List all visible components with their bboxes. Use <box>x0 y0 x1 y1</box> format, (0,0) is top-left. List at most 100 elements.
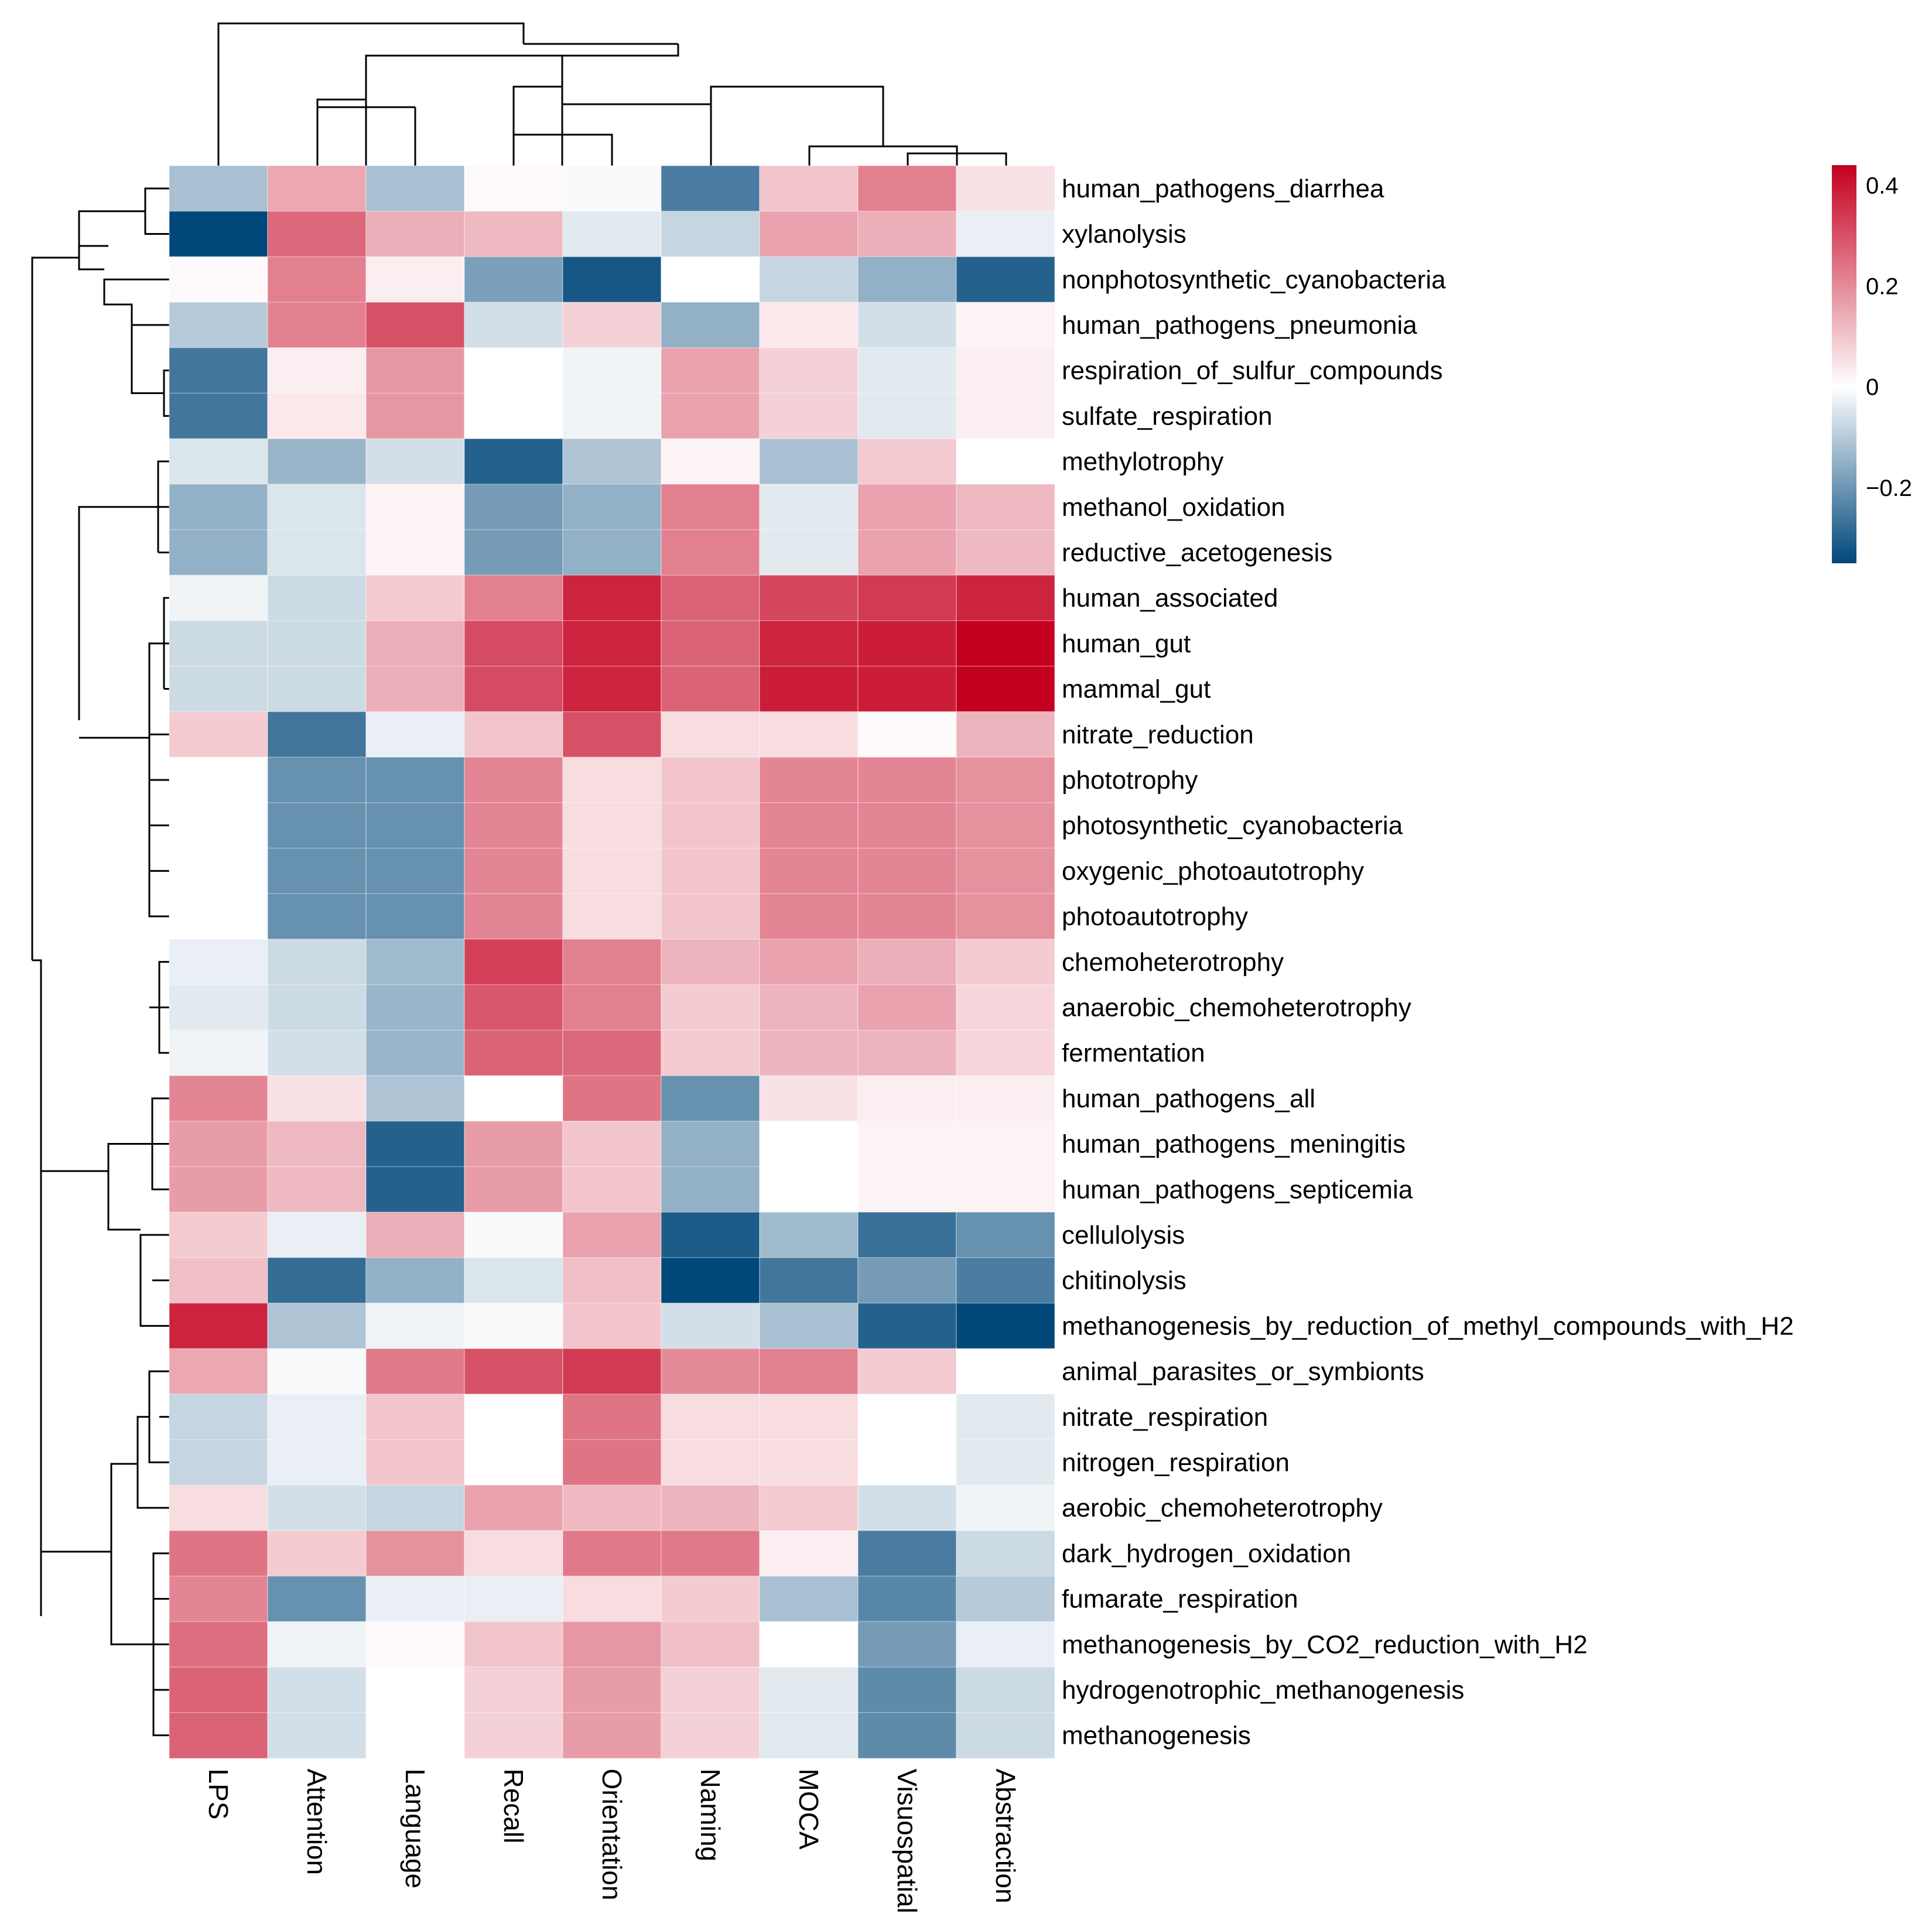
heatmap-cell <box>267 893 367 940</box>
heatmap-cell <box>267 484 367 530</box>
heatmap-cell <box>759 1621 859 1668</box>
heatmap-cell <box>365 392 465 440</box>
heatmap-cell <box>956 347 1055 394</box>
heatmap-cells <box>169 165 1055 1759</box>
heatmap-cell <box>759 1257 859 1304</box>
heatmap-cell <box>169 1621 268 1668</box>
heatmap-cell <box>267 1257 367 1304</box>
heatmap-cell <box>759 757 859 804</box>
heatmap-cell <box>464 665 563 713</box>
heatmap-cell <box>661 1257 760 1304</box>
heatmap-cell <box>562 984 662 1031</box>
heatmap-cell <box>169 210 268 258</box>
row-label: respiration_of_sulfur_compounds <box>1062 357 1443 385</box>
heatmap-cell <box>661 757 760 804</box>
heatmap-cell <box>267 1166 367 1213</box>
heatmap-cell <box>365 347 465 394</box>
heatmap-cell <box>169 438 268 485</box>
heatmap-cell <box>267 210 367 258</box>
heatmap-cell <box>267 574 367 622</box>
heatmap-cell <box>661 711 760 758</box>
heatmap-cell <box>956 802 1055 849</box>
row-labels: human_pathogens_diarrhea xylanolysis nonph… <box>1062 174 1794 1750</box>
heatmap-cell <box>464 302 563 349</box>
heatmap-cell <box>267 165 367 213</box>
heatmap-cell <box>169 711 268 758</box>
heatmap-cell <box>661 1621 760 1668</box>
row-label: human_associated <box>1062 584 1278 612</box>
heatmap-cell <box>562 893 662 940</box>
heatmap-cell <box>365 1575 465 1623</box>
heatmap-cell <box>661 1530 760 1577</box>
heatmap-cell <box>857 347 957 394</box>
heatmap-cell <box>857 1712 957 1759</box>
heatmap-cell <box>365 1120 465 1168</box>
column-label: MOCA <box>794 1769 824 1850</box>
heatmap-cell <box>759 1530 859 1577</box>
heatmap-cell <box>956 302 1055 349</box>
row-label: human_pathogens_diarrhea <box>1062 174 1384 203</box>
heatmap-cell <box>956 1394 1055 1440</box>
heatmap-cell <box>759 165 859 213</box>
heatmap-cell <box>661 1394 760 1440</box>
heatmap-cell <box>562 256 662 303</box>
heatmap-cell <box>365 1029 465 1077</box>
heatmap-cell <box>956 711 1055 758</box>
heatmap-cell <box>169 1257 268 1304</box>
heatmap-cell <box>464 1394 563 1440</box>
heatmap-cell <box>857 1348 957 1395</box>
row-dendrogram-branch <box>78 506 158 720</box>
heatmap-cell <box>956 1530 1055 1577</box>
heatmap-cell <box>759 620 859 668</box>
row-dendrogram-branch <box>158 961 169 1054</box>
heatmap-cell <box>661 1211 760 1259</box>
heatmap-cell <box>169 847 268 895</box>
heatmap-cell <box>562 165 662 213</box>
heatmap-cell <box>956 665 1055 713</box>
heatmap-cell <box>169 347 268 394</box>
heatmap-cell <box>956 1439 1055 1486</box>
heatmap-cell <box>267 529 367 576</box>
row-label: methanogenesis_by_CO2_reduction_with_H2 <box>1062 1630 1588 1659</box>
heatmap-cell <box>956 574 1055 622</box>
heatmap-cell <box>464 210 563 258</box>
heatmap-cell <box>956 620 1055 668</box>
heatmap-cell <box>759 347 859 394</box>
column-labels: LPS Attention Language Recall Orientation Nam… <box>203 1769 1021 1914</box>
heatmap-cell <box>661 1712 760 1759</box>
heatmap-cell <box>562 1257 662 1304</box>
heatmap-cell <box>956 1211 1055 1259</box>
heatmap-cell <box>365 1075 465 1122</box>
heatmap-cell <box>562 1484 662 1532</box>
row-dendrogram-branch <box>78 246 104 271</box>
heatmap-cell <box>562 1166 662 1213</box>
row-dendrogram-branch <box>144 187 169 235</box>
heatmap-cell <box>956 165 1055 213</box>
heatmap-cell <box>365 1348 465 1395</box>
heatmap-cell <box>267 984 367 1031</box>
row-label: methanol_oxidation <box>1062 493 1285 522</box>
color-scale-legend: 0.4 0.2 0 −0.2 <box>1832 165 1912 563</box>
heatmap-cell <box>661 620 760 668</box>
heatmap-cell <box>464 1120 563 1168</box>
heatmap-cell <box>562 711 662 758</box>
heatmap-cell <box>365 847 465 895</box>
heatmap-cell <box>365 1394 465 1440</box>
heatmap-cell <box>169 256 268 303</box>
heatmap-cell <box>365 665 465 713</box>
heatmap-cell <box>562 529 662 576</box>
heatmap-cell <box>562 1712 662 1759</box>
heatmap-cell <box>661 1484 760 1532</box>
row-dendrogram-branch <box>149 779 169 872</box>
row-label: nitrogen_respiration <box>1062 1448 1290 1477</box>
heatmap-cell <box>661 1575 760 1623</box>
heatmap-cell <box>464 939 563 985</box>
row-label: cellulolysis <box>1062 1221 1185 1250</box>
column-label: Attention <box>302 1769 332 1875</box>
heatmap-cell <box>661 1120 760 1168</box>
heatmap-cell <box>464 984 563 1031</box>
column-dendrogram-branch <box>365 44 679 100</box>
color-scale-tick-label: 0.2 <box>1866 274 1899 300</box>
heatmap-cell <box>661 665 760 713</box>
